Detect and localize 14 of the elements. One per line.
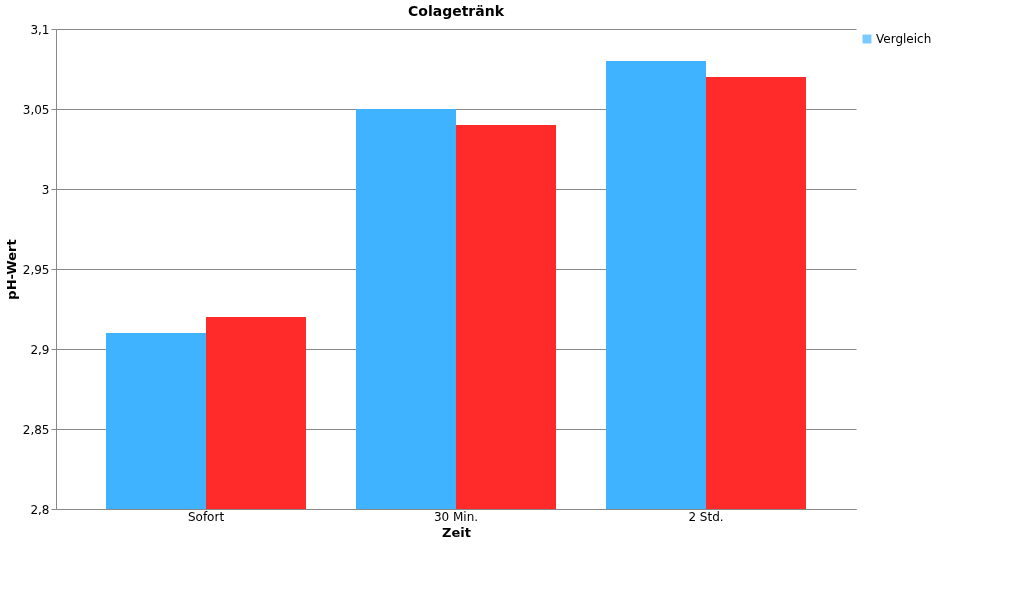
y-tick-label: 2,8 <box>30 502 50 517</box>
y-tick-label: 2,95 <box>22 262 50 277</box>
x-axis-title: Zeit <box>442 524 471 540</box>
x-tick-label: 30 Min. <box>433 509 479 524</box>
y-tick-label: 2,85 <box>22 422 50 437</box>
y-tick-label: 3 <box>41 182 50 197</box>
y-axis-title: pH-Wert <box>3 239 19 300</box>
y-tick-label: 3,05 <box>22 102 50 117</box>
x-tick-label: Sofort <box>187 509 225 524</box>
x-tick-label: 2 Std. <box>688 509 724 524</box>
y-tick-label: 2,9 <box>30 342 50 357</box>
chart-title: Colagetränk <box>408 3 505 19</box>
y-tick-label: 3,1 <box>30 22 50 37</box>
legend-label: Vergleich <box>876 32 932 46</box>
